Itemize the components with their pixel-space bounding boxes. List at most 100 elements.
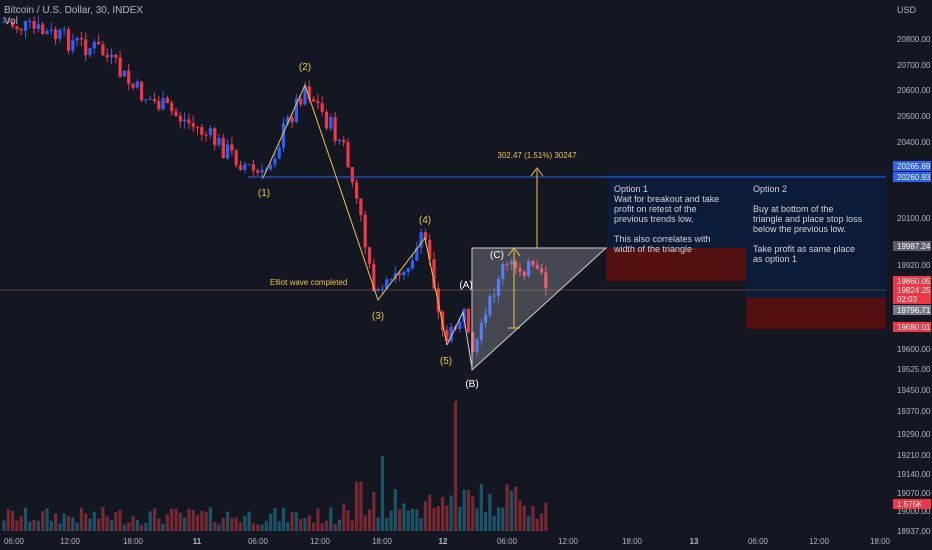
volume-bar <box>62 513 66 531</box>
candle-body <box>333 117 337 141</box>
volume-bar <box>84 513 88 531</box>
candle-body <box>71 40 75 51</box>
price-tick: 19000.00 <box>897 507 931 516</box>
volume-bar <box>178 512 182 531</box>
volume-bar <box>49 520 53 531</box>
price-tick: 19450.00 <box>897 386 931 395</box>
volume-bar <box>174 508 178 531</box>
candle-body <box>350 167 354 183</box>
price-tag <box>893 294 931 304</box>
time-tick: 12:00 <box>809 537 830 546</box>
candle-body <box>243 164 247 171</box>
candle-body <box>260 169 264 173</box>
price-tick: 19070.00 <box>897 489 931 498</box>
volume-bar <box>527 515 531 531</box>
volume-bar <box>264 520 268 531</box>
candle-body <box>191 123 195 127</box>
volume-bar <box>6 509 10 531</box>
volume-bar <box>15 520 19 531</box>
candle-body <box>165 97 169 104</box>
volume-bar <box>118 510 122 531</box>
candle-body <box>423 232 427 240</box>
candle-body <box>54 29 58 39</box>
candle-body <box>372 263 376 291</box>
price-tag <box>893 172 931 182</box>
time-tick: 12:00 <box>558 537 579 546</box>
volume-bar <box>195 515 200 531</box>
volume-bar <box>363 515 367 531</box>
volume-bar <box>23 507 28 531</box>
volume-bar <box>234 517 238 531</box>
candle-body <box>256 170 260 173</box>
volume-bar <box>226 511 230 531</box>
volume-bar <box>415 509 419 531</box>
volume-bar <box>36 520 40 531</box>
candle-body <box>419 232 423 248</box>
volume-bar <box>127 522 131 531</box>
time-tick: 12:00 <box>60 537 81 546</box>
price-tag-label: 20265.69 <box>897 162 931 171</box>
volume-bar <box>200 510 204 531</box>
volume-bar <box>140 524 144 531</box>
candle-body <box>213 128 217 145</box>
candle-body <box>380 288 384 290</box>
volume-bar <box>238 522 243 531</box>
candle-body <box>66 29 71 51</box>
volume-bar <box>217 524 221 531</box>
volume-bar <box>45 508 49 531</box>
volume-bar <box>277 521 281 531</box>
price-tick: 20100.00 <box>897 214 931 223</box>
wave-label: (C) <box>490 250 504 261</box>
volume-bar <box>402 503 406 531</box>
volume-bar <box>97 518 101 531</box>
volume-bar <box>406 510 410 531</box>
option2-note: Option 2 Buy at bottom of the triangle a… <box>753 184 863 264</box>
price-tick: 20600.00 <box>897 86 931 95</box>
candle-body <box>324 111 329 129</box>
candle-body <box>466 308 470 333</box>
candle-body <box>79 37 83 40</box>
price-tag <box>893 285 931 295</box>
volume-bar <box>458 507 462 531</box>
volume-bar <box>410 508 415 531</box>
price-tick: 18937.00 <box>897 527 931 536</box>
candle-body <box>359 198 363 215</box>
candle-body <box>183 119 187 122</box>
candle-body <box>471 332 475 352</box>
candle-body <box>114 54 118 58</box>
volume-bar <box>453 401 458 531</box>
volume-bar <box>187 508 191 531</box>
wave-label: (B) <box>465 379 478 390</box>
price-tick: 19920.00 <box>897 261 931 270</box>
price-tick: 20700.00 <box>897 61 931 70</box>
volume-bar <box>256 524 260 531</box>
candle-body <box>6 21 10 23</box>
currency-label: USD <box>897 5 917 15</box>
candle-body <box>217 138 221 145</box>
candles <box>2 16 548 356</box>
candle-body <box>269 164 273 170</box>
trade-zones <box>606 174 886 329</box>
candle-body <box>140 81 144 101</box>
volume-bar <box>372 491 376 531</box>
candle-body <box>449 326 453 342</box>
price-tag <box>893 161 931 171</box>
candle-body <box>312 99 316 102</box>
volume-bar <box>135 519 139 531</box>
candle-body <box>346 142 350 168</box>
volume-label: Vol <box>4 16 18 27</box>
price-tick: 19290.00 <box>897 430 931 439</box>
volume-bar <box>157 518 161 531</box>
candle-body <box>303 86 307 105</box>
candle-body <box>23 20 28 31</box>
volume-bar <box>359 481 363 531</box>
volume-bar <box>54 513 58 531</box>
measure-label: 302.47 (1.51%) 30247 <box>497 151 577 160</box>
volume-bar <box>247 511 251 531</box>
volume-bar <box>449 495 453 531</box>
candle-body <box>355 182 359 199</box>
volume-bar <box>501 507 505 531</box>
volume-bar <box>342 503 346 531</box>
volume-bar <box>183 517 187 531</box>
